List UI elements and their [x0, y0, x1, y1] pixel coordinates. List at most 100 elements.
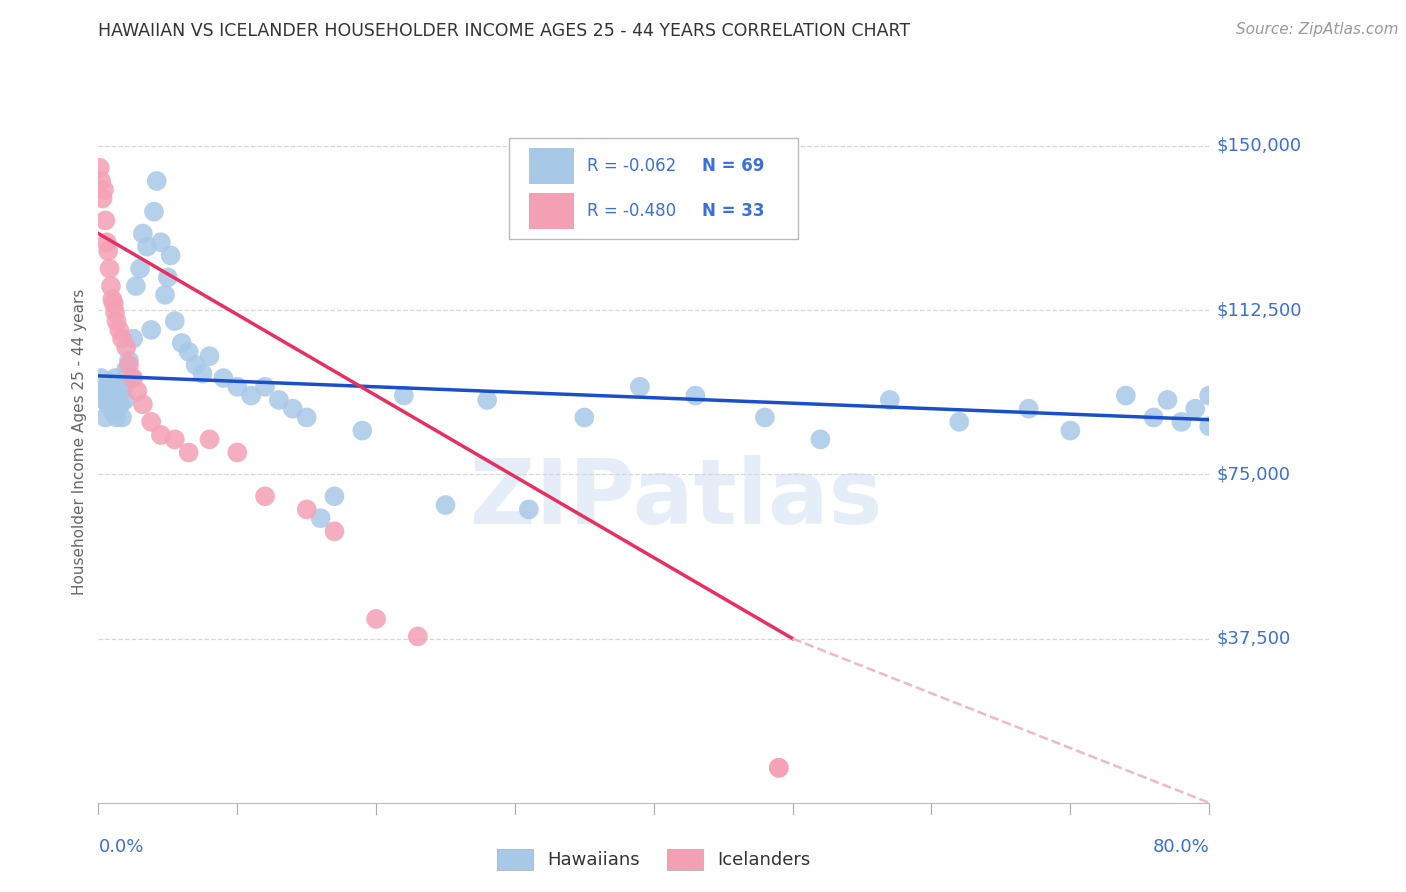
Text: ZIPatlas: ZIPatlas — [470, 455, 882, 543]
Point — [122, 332, 145, 346]
Point — [98, 376, 121, 390]
Point — [1198, 419, 1220, 434]
Point — [198, 349, 221, 363]
Point — [94, 410, 117, 425]
Point — [170, 336, 193, 351]
Point — [100, 279, 122, 293]
Point — [392, 388, 415, 402]
Point — [118, 353, 141, 368]
Y-axis label: Householder Income Ages 25 - 44 years: Householder Income Ages 25 - 44 years — [72, 288, 87, 595]
Text: $112,500: $112,500 — [1216, 301, 1302, 319]
Point — [127, 384, 149, 399]
Point — [98, 261, 121, 276]
Point — [768, 761, 790, 775]
Point — [475, 392, 499, 407]
Point — [1170, 415, 1192, 429]
Point — [110, 397, 132, 411]
Text: $75,000: $75,000 — [1216, 466, 1291, 483]
Point — [132, 227, 155, 241]
Point — [574, 410, 596, 425]
Legend: Hawaiians, Icelanders: Hawaiians, Icelanders — [489, 841, 818, 877]
Point — [754, 410, 776, 425]
Point — [93, 392, 115, 407]
Point — [103, 296, 125, 310]
Point — [125, 279, 148, 293]
FancyBboxPatch shape — [509, 138, 799, 239]
Point — [141, 323, 163, 337]
Text: Source: ZipAtlas.com: Source: ZipAtlas.com — [1236, 22, 1399, 37]
Point — [295, 410, 318, 425]
Point — [1115, 388, 1137, 402]
Point — [90, 174, 112, 188]
Point — [91, 192, 114, 206]
Point — [309, 511, 332, 525]
Point — [115, 340, 138, 354]
Point — [226, 380, 249, 394]
Point — [163, 314, 186, 328]
Point — [103, 406, 125, 420]
Point — [97, 397, 120, 411]
Point — [114, 392, 136, 407]
Point — [198, 433, 221, 447]
Point — [1143, 410, 1166, 425]
Point — [104, 371, 127, 385]
Text: R = -0.062: R = -0.062 — [588, 157, 676, 176]
Point — [100, 401, 122, 416]
Point — [101, 292, 124, 306]
Point — [112, 380, 135, 394]
Point — [1184, 401, 1206, 416]
Point — [156, 270, 179, 285]
Point — [177, 344, 200, 359]
Point — [153, 288, 176, 302]
Point — [121, 371, 143, 385]
Point — [406, 629, 429, 643]
Text: N = 69: N = 69 — [702, 157, 763, 176]
Point — [136, 240, 159, 254]
Text: HAWAIIAN VS ICELANDER HOUSEHOLDER INCOME AGES 25 - 44 YEARS CORRELATION CHART: HAWAIIAN VS ICELANDER HOUSEHOLDER INCOME… — [98, 22, 911, 40]
Point — [107, 392, 129, 407]
Point — [111, 410, 134, 425]
Text: N = 33: N = 33 — [702, 202, 763, 220]
Text: 0.0%: 0.0% — [98, 838, 143, 856]
Point — [97, 244, 120, 258]
Point — [93, 183, 115, 197]
Point — [105, 314, 128, 328]
Text: $37,500: $37,500 — [1216, 630, 1291, 648]
FancyBboxPatch shape — [530, 193, 574, 229]
Point — [323, 489, 346, 503]
Point — [108, 384, 131, 399]
Point — [94, 213, 117, 227]
Point — [159, 248, 181, 262]
Point — [163, 433, 186, 447]
Point — [149, 428, 172, 442]
Point — [267, 392, 290, 407]
Point — [115, 362, 138, 376]
Point — [105, 410, 128, 425]
Point — [253, 380, 276, 394]
Point — [145, 174, 167, 188]
Point — [177, 445, 200, 459]
Point — [253, 489, 276, 503]
Point — [90, 371, 112, 385]
Point — [96, 380, 118, 394]
FancyBboxPatch shape — [530, 148, 574, 185]
Point — [295, 502, 318, 516]
Point — [628, 380, 651, 394]
Point — [768, 761, 790, 775]
Point — [1156, 392, 1178, 407]
Point — [101, 388, 124, 402]
Point — [129, 261, 152, 276]
Point — [879, 392, 901, 407]
Point — [141, 415, 163, 429]
Point — [281, 401, 304, 416]
Point — [352, 424, 374, 438]
Point — [149, 235, 172, 250]
Point — [89, 161, 111, 175]
Point — [240, 388, 263, 402]
Point — [91, 384, 114, 399]
Point — [143, 204, 166, 219]
Point — [517, 502, 540, 516]
Text: R = -0.480: R = -0.480 — [588, 202, 676, 220]
Point — [122, 371, 145, 385]
Point — [184, 358, 207, 372]
